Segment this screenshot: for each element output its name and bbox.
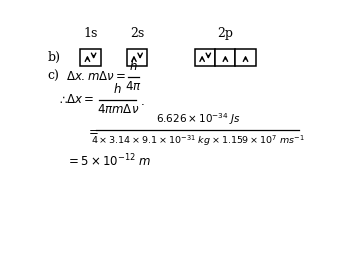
Bar: [235, 49, 256, 66]
Text: b): b): [47, 51, 60, 64]
Text: $\Delta x.m\Delta\nu =$: $\Delta x.m\Delta\nu =$: [66, 70, 127, 83]
Bar: [195, 49, 215, 66]
Text: $= 5\times10^{-12}\ m$: $= 5\times10^{-12}\ m$: [66, 153, 152, 169]
Text: $\Delta x =$: $\Delta x =$: [66, 93, 94, 106]
Bar: [127, 49, 147, 66]
Text: $h$: $h$: [129, 59, 137, 73]
Text: 2s: 2s: [130, 27, 144, 40]
Text: $h$: $h$: [113, 82, 122, 96]
Text: $4\pi$: $4\pi$: [125, 80, 142, 93]
Text: 1s: 1s: [83, 27, 98, 40]
Text: c): c): [47, 70, 59, 83]
Text: $.$: $.$: [140, 95, 145, 108]
Text: $\therefore$: $\therefore$: [57, 93, 68, 106]
Bar: [81, 49, 101, 66]
Text: $6.626\times10^{-34}\ Js$: $6.626\times10^{-34}\ Js$: [156, 111, 241, 127]
Bar: [215, 49, 235, 66]
Text: $=$: $=$: [86, 124, 99, 137]
Text: $4\times3.14\times9.1\times10^{-31}\ kg\times1.159\times10^{7}\ ms^{-1}$: $4\times3.14\times9.1\times10^{-31}\ kg\…: [91, 133, 305, 148]
Text: $4\pi m\Delta\nu$: $4\pi m\Delta\nu$: [97, 103, 139, 117]
Text: 2p: 2p: [217, 27, 233, 40]
